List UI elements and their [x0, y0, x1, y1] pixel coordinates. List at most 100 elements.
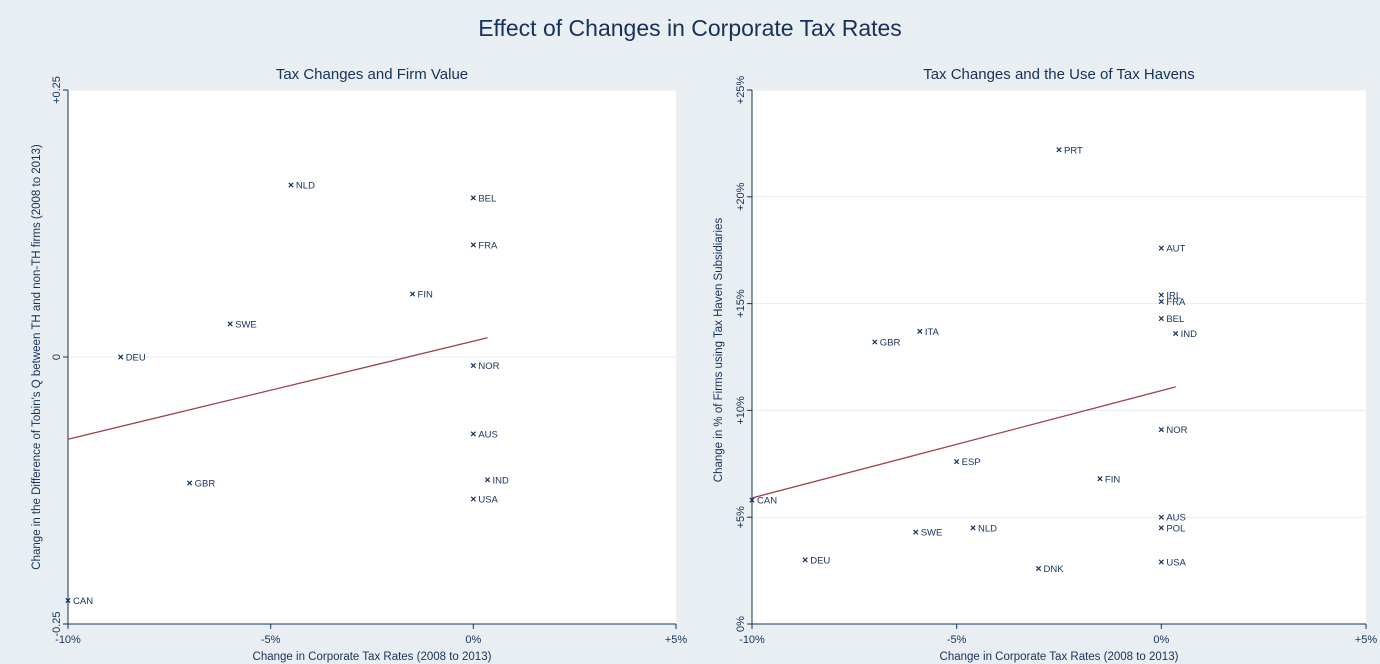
tax-havens-point-gbr: GBR [872, 338, 901, 349]
firm-value-point-gbr: GBR [186, 479, 216, 490]
point-marker [1035, 565, 1042, 572]
tax-havens-point-aut: AUT [1158, 244, 1186, 255]
firm-value-point-usa: USA [470, 495, 499, 506]
point-label: PRT [1064, 145, 1083, 156]
firm-value-title: Tax Changes and Firm Value [276, 66, 468, 83]
tax-havens-point-swe: SWE [913, 528, 943, 539]
tax-havens-point-usa: USA [1158, 558, 1187, 569]
point-label: ITA [925, 327, 940, 338]
figure-title: Effect of Changes in Corporate Tax Rates [478, 15, 902, 41]
point-marker [749, 497, 755, 503]
point-label: CAN [757, 496, 777, 507]
point-marker [1158, 292, 1164, 298]
point-marker [970, 525, 976, 531]
point-label: ESP [962, 457, 981, 468]
point-label: SWE [921, 528, 943, 539]
point-marker [913, 529, 919, 535]
point-label: USA [478, 495, 498, 506]
tax-havens-point-ind: IND [1173, 329, 1197, 340]
firm-value-point-deu: DEU [118, 353, 146, 364]
point-label: DEU [126, 353, 146, 364]
point-marker [872, 339, 878, 345]
firm-value-x-tick-label: -5% [261, 634, 281, 646]
point-marker [1173, 330, 1179, 337]
firm-value-point-nor: NOR [470, 361, 500, 372]
point-marker [470, 362, 476, 369]
firm-value-x-tick-label: -10% [55, 634, 81, 646]
tax-havens-point-nor: NOR [1158, 425, 1188, 436]
tax-havens-y-tick-label: +25% [735, 76, 747, 105]
point-label: NLD [978, 523, 997, 534]
point-marker [1158, 426, 1164, 433]
tax-havens-y-tick-label: +5% [735, 506, 747, 529]
tax-havens-x-tick-label: +5% [1355, 634, 1378, 646]
tax-havens-x-tick-label: -10% [739, 634, 765, 646]
point-marker [227, 321, 233, 327]
point-marker [917, 328, 923, 334]
point-marker [409, 291, 416, 297]
point-marker [118, 354, 124, 360]
point-label: POL [1166, 523, 1185, 534]
firm-value-point-ind: IND [484, 475, 510, 486]
tax-havens-point-irl: IRL [1158, 291, 1181, 302]
tax-havens-title: Tax Changes and the Use of Tax Havens [923, 66, 1195, 83]
point-label: NOR [478, 361, 499, 372]
point-marker [65, 597, 71, 604]
tax-havens-fit-line [751, 386, 1176, 499]
firm-value-point-nld: NLD [288, 181, 315, 192]
point-marker [802, 557, 808, 563]
point-marker [470, 242, 476, 248]
point-marker [954, 459, 960, 465]
firm-value-point-aus: AUS [470, 429, 498, 440]
point-label: USA [1166, 558, 1186, 569]
firm-value-x-tick-label: +5% [665, 634, 688, 646]
tax-havens-point-fin: FIN [1097, 474, 1120, 485]
firm-value-x-axis-title: Change in Corporate Tax Rates (2008 to 2… [253, 651, 492, 663]
tax-havens-x-axis-title: Change in Corporate Tax Rates (2008 to 2… [940, 651, 1179, 663]
tax-havens-y-tick-label: 0% [735, 616, 747, 632]
point-label: FRA [478, 240, 498, 251]
point-label: IND [1181, 329, 1198, 340]
tax-havens-point-fra: FRA [1158, 297, 1186, 308]
tax-havens-y-axis-title: Change in % of Firms using Tax Haven Sub… [713, 218, 725, 483]
point-marker [1158, 298, 1164, 305]
point-label: DNK [1044, 564, 1065, 575]
point-marker [186, 480, 193, 486]
firm-value-point-can: CAN [65, 596, 93, 607]
tax-havens-point-pol: POL [1158, 523, 1185, 534]
point-label: IND [493, 475, 510, 486]
point-label: BEL [478, 193, 496, 204]
point-label: AUS [1166, 513, 1186, 524]
point-marker [288, 182, 294, 188]
tax-havens-y-tick-label: +20% [735, 182, 747, 211]
point-marker [1158, 525, 1164, 531]
point-label: CAN [73, 596, 93, 607]
point-label: FRA [1166, 297, 1186, 308]
tax-havens-point-deu: DEU [802, 555, 830, 566]
panel-tax-havens: 0% +5% +10% +15% +20% +25% -10% -5% 0% +5% Tax Cha… [713, 66, 1377, 663]
point-label: FIN [1105, 474, 1120, 485]
point-label: GBR [880, 338, 901, 349]
tax-havens-plot-area [752, 90, 1366, 624]
firm-value-point-swe: SWE [227, 319, 257, 330]
point-marker [1158, 315, 1164, 322]
point-marker [1056, 147, 1062, 153]
point-label: FIN [418, 289, 433, 300]
tax-havens-point-can: CAN [749, 496, 777, 507]
point-label: IRL [1166, 291, 1181, 302]
point-label: NLD [296, 181, 315, 192]
point-marker [470, 431, 476, 437]
point-label: GBR [195, 479, 216, 490]
firm-value-point-fra: FRA [470, 240, 498, 251]
point-label: DEU [810, 555, 830, 566]
tax-havens-x-tick-label: -5% [947, 634, 967, 646]
firm-value-y-tick-label: +0.25 [51, 76, 63, 104]
point-label: AUT [1166, 244, 1185, 255]
point-marker [470, 496, 476, 502]
panel-firm-value: -0.25 0 +0.25 -10% -5% 0% +5% Tax Changes and F… [31, 66, 687, 663]
point-marker [1158, 514, 1164, 520]
point-marker [1097, 476, 1103, 482]
point-marker [1158, 245, 1164, 251]
point-marker [1158, 559, 1164, 565]
